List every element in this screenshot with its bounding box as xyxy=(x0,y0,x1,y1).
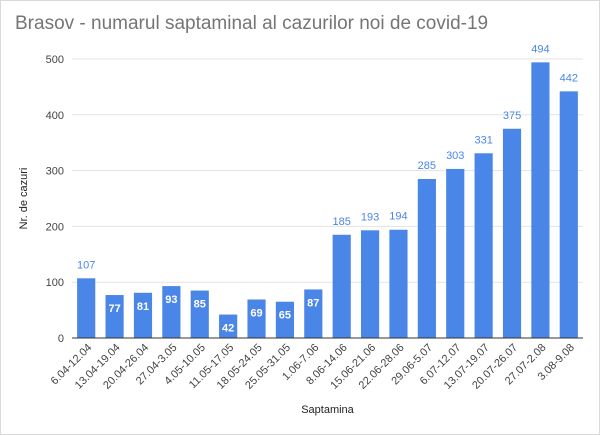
bar xyxy=(332,234,351,338)
data-label: 85 xyxy=(194,299,206,311)
y-tick-label: 100 xyxy=(46,277,64,289)
chart-title: Brasov - numarul saptaminal al cazurilor… xyxy=(15,13,489,34)
data-labels: 107 77 81 93 85 42 69 65 87 185 193 194 285 303 331 375… xyxy=(77,43,578,334)
bar xyxy=(502,128,522,338)
data-label: 87 xyxy=(307,297,319,309)
bar xyxy=(162,286,181,338)
data-label: 107 xyxy=(77,259,95,271)
bar xyxy=(304,289,323,338)
data-label: 93 xyxy=(165,294,177,306)
x-axis-ticks: 6.04-12.0413.04-19.0420.04-26.0427.04-3.… xyxy=(49,342,577,392)
bar xyxy=(133,292,153,338)
bar xyxy=(275,301,295,338)
bar xyxy=(247,299,266,338)
y-tick-label: 0 xyxy=(58,333,64,345)
data-label: 442 xyxy=(560,72,578,84)
bars xyxy=(77,62,578,339)
bar xyxy=(77,278,96,338)
y-axis-ticks: 0 100 200 300 400 500 xyxy=(46,54,64,345)
bar xyxy=(531,62,550,339)
data-label: 285 xyxy=(418,160,436,172)
y-tick-label: 400 xyxy=(46,110,64,122)
y-tick-label: 500 xyxy=(46,54,64,66)
data-label: 193 xyxy=(361,211,379,223)
bar xyxy=(446,168,465,338)
data-label: 77 xyxy=(108,303,120,315)
data-label: 42 xyxy=(222,323,234,335)
data-label: 81 xyxy=(137,301,149,313)
data-label: 194 xyxy=(389,211,407,223)
data-label: 494 xyxy=(531,43,549,55)
y-axis-title: Nr. de cazuri xyxy=(18,168,30,230)
bar xyxy=(417,178,436,338)
x-axis-title: Saptamina xyxy=(301,404,354,416)
bar xyxy=(360,230,380,338)
data-label: 375 xyxy=(503,110,521,122)
bar xyxy=(389,229,408,338)
data-label: 303 xyxy=(446,150,464,162)
data-label: 65 xyxy=(279,310,291,322)
bar xyxy=(219,314,238,338)
data-label: 69 xyxy=(250,307,262,319)
y-tick-label: 200 xyxy=(46,221,64,233)
bar xyxy=(559,91,578,338)
y-tick-label: 300 xyxy=(46,166,64,178)
data-label: 331 xyxy=(474,134,492,146)
gridlines xyxy=(72,58,583,283)
bar xyxy=(105,295,124,338)
bar xyxy=(474,153,493,338)
data-label: 185 xyxy=(333,216,351,228)
bar xyxy=(190,290,209,338)
